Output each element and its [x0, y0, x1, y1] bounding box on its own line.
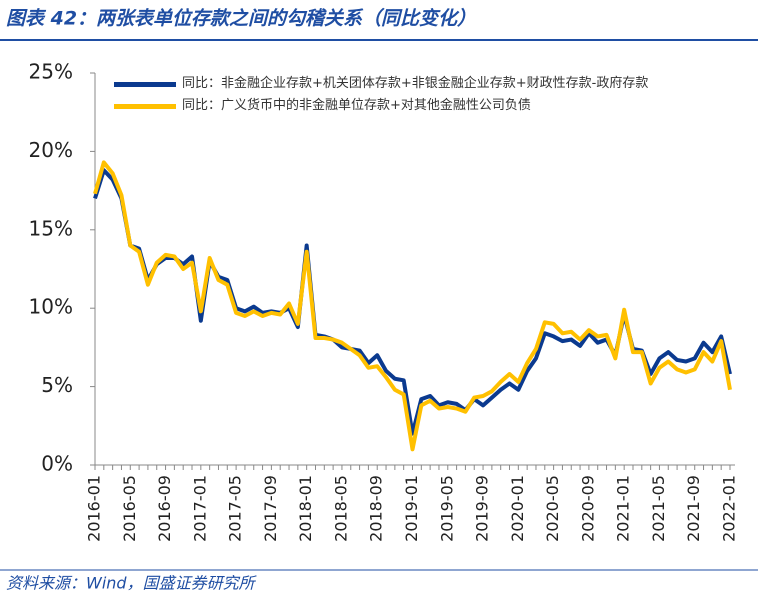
y-tick-label: 5%	[41, 373, 73, 397]
y-tick-label: 0%	[41, 452, 73, 476]
source: 资料来源：Wind，国盛证券研究所	[6, 574, 258, 593]
legend-label: 同比：广义货币中的非金融单位存款+对其他金融性公司负债	[182, 98, 531, 113]
x-tick-label: 2017-01	[190, 475, 209, 542]
y-tick-label: 15%	[29, 216, 73, 240]
x-tick-label: 2019-01	[402, 475, 421, 542]
chart-title: 图表 42：两张表单位存款之间的勾稽关系（同比变化）	[6, 8, 476, 30]
legend-item: 同比：广义货币中的非金融单位存款+对其他金融性公司负债	[114, 96, 724, 116]
x-tick-label: 2018-01	[296, 475, 315, 542]
x-tick-label: 2017-05	[226, 475, 245, 542]
series-line	[93, 160, 732, 452]
x-tick-label: 2016-09	[155, 475, 174, 542]
legend-label: 同比：非金融企业存款+机关团体存款+非银金融企业存款+财政性存款-政府存款	[182, 76, 649, 91]
x-tick-label: 2021-01	[614, 475, 633, 542]
series-line	[93, 168, 732, 436]
x-tick-label: 2021-09	[684, 475, 703, 542]
x-tick-label: 2016-01	[85, 475, 104, 542]
legend: 同比：非金融企业存款+机关团体存款+非银金融企业存款+财政性存款-政府存款 同比：…	[114, 74, 724, 118]
x-tick-label: 2020-05	[543, 475, 562, 542]
x-tick-label: 2018-09	[367, 475, 386, 542]
x-tick-label: 2020-09	[578, 475, 597, 542]
x-tick-label: 2021-05	[649, 475, 668, 542]
x-tick-label: 2018-05	[331, 475, 350, 542]
x-tick-label: 2019-05	[437, 475, 456, 542]
y-tick-label: 20%	[29, 138, 73, 162]
y-tick-label: 25%	[29, 60, 73, 84]
x-tick-label: 2019-09	[473, 475, 492, 542]
x-tick-label: 2020-01	[508, 475, 527, 542]
x-tick-label: 2022-01	[720, 475, 739, 542]
x-tick-label: 2016-05	[120, 475, 139, 542]
plot: 0% 5% 10% 15% 20% 25% 2016-01 2016-05 2016-09 201…	[29, 60, 739, 542]
y-tick-label: 10%	[29, 295, 73, 319]
legend-item: 同比：非金融企业存款+机关团体存款+非银金融企业存款+财政性存款-政府存款	[114, 74, 724, 94]
legend-swatch	[114, 104, 176, 109]
legend-swatch	[114, 82, 176, 87]
x-tick-label: 2017-09	[261, 475, 280, 542]
